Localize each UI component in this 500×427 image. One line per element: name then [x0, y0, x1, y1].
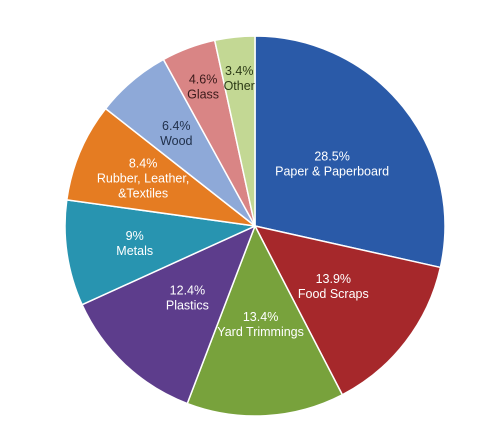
pie-category-label: Glass — [187, 88, 219, 102]
pie-label-paper-and-paperboard: 28.5% Paper & Paperboard — [275, 150, 389, 179]
pie-category-label: Wood — [160, 134, 192, 148]
pie-category-label: Other — [224, 79, 255, 93]
pie-value-label: 3.4% — [225, 64, 254, 78]
pie-value-label: 12.4% — [170, 284, 205, 298]
pie-slice-rubber-leather-andtextiles — [66, 107, 256, 227]
pie-value-label: 13.4% — [243, 310, 278, 324]
pie-label-rubber-leather-andtextiles: 8.4% Rubber, Leather, &Textiles — [97, 156, 189, 200]
pie-category-label: Rubber, Leather, — [97, 171, 189, 185]
pie-slice-metals — [64, 199, 256, 306]
pie-slice-paper-and-paperboard — [254, 35, 446, 269]
pie-label-food-scraps: 13.9% Food Scraps — [298, 272, 369, 301]
pie-value-label: 13.9% — [316, 272, 351, 286]
pie-category-label: Food Scraps — [298, 287, 369, 301]
pie-label-glass: 4.6% Glass — [187, 73, 219, 102]
pie-slice-food-scraps — [254, 225, 442, 396]
pie-category-label: Paper & Paperboard — [275, 165, 389, 179]
pie-category-label: Metals — [116, 244, 153, 258]
pie-label-yard-trimmings: 13.4% Yard Trimmings — [217, 310, 304, 339]
pie-value-label: 4.6% — [189, 73, 218, 87]
pie-category-label: Plastics — [166, 299, 209, 313]
pie-label-metals: 9% Metals — [116, 229, 153, 258]
pie-value-label: 8.4% — [129, 156, 158, 170]
pie-category-label: &Textiles — [118, 186, 168, 200]
pie-slice-yard-trimmings — [186, 225, 344, 417]
pie-value-label: 28.5% — [314, 150, 349, 164]
pie-slices — [64, 35, 446, 417]
pie-slice-other — [213, 35, 256, 227]
pie-label-other: 3.4% Other — [224, 64, 255, 93]
pie-value-label: 9% — [126, 229, 144, 243]
pie-category-label: Yard Trimmings — [217, 325, 304, 339]
pie-label-plastics: 12.4% Plastics — [166, 284, 209, 313]
pie-value-label: 6.4% — [162, 119, 191, 133]
pie-label-wood: 6.4% Wood — [160, 119, 192, 148]
pie-slice-plastics — [81, 225, 256, 405]
